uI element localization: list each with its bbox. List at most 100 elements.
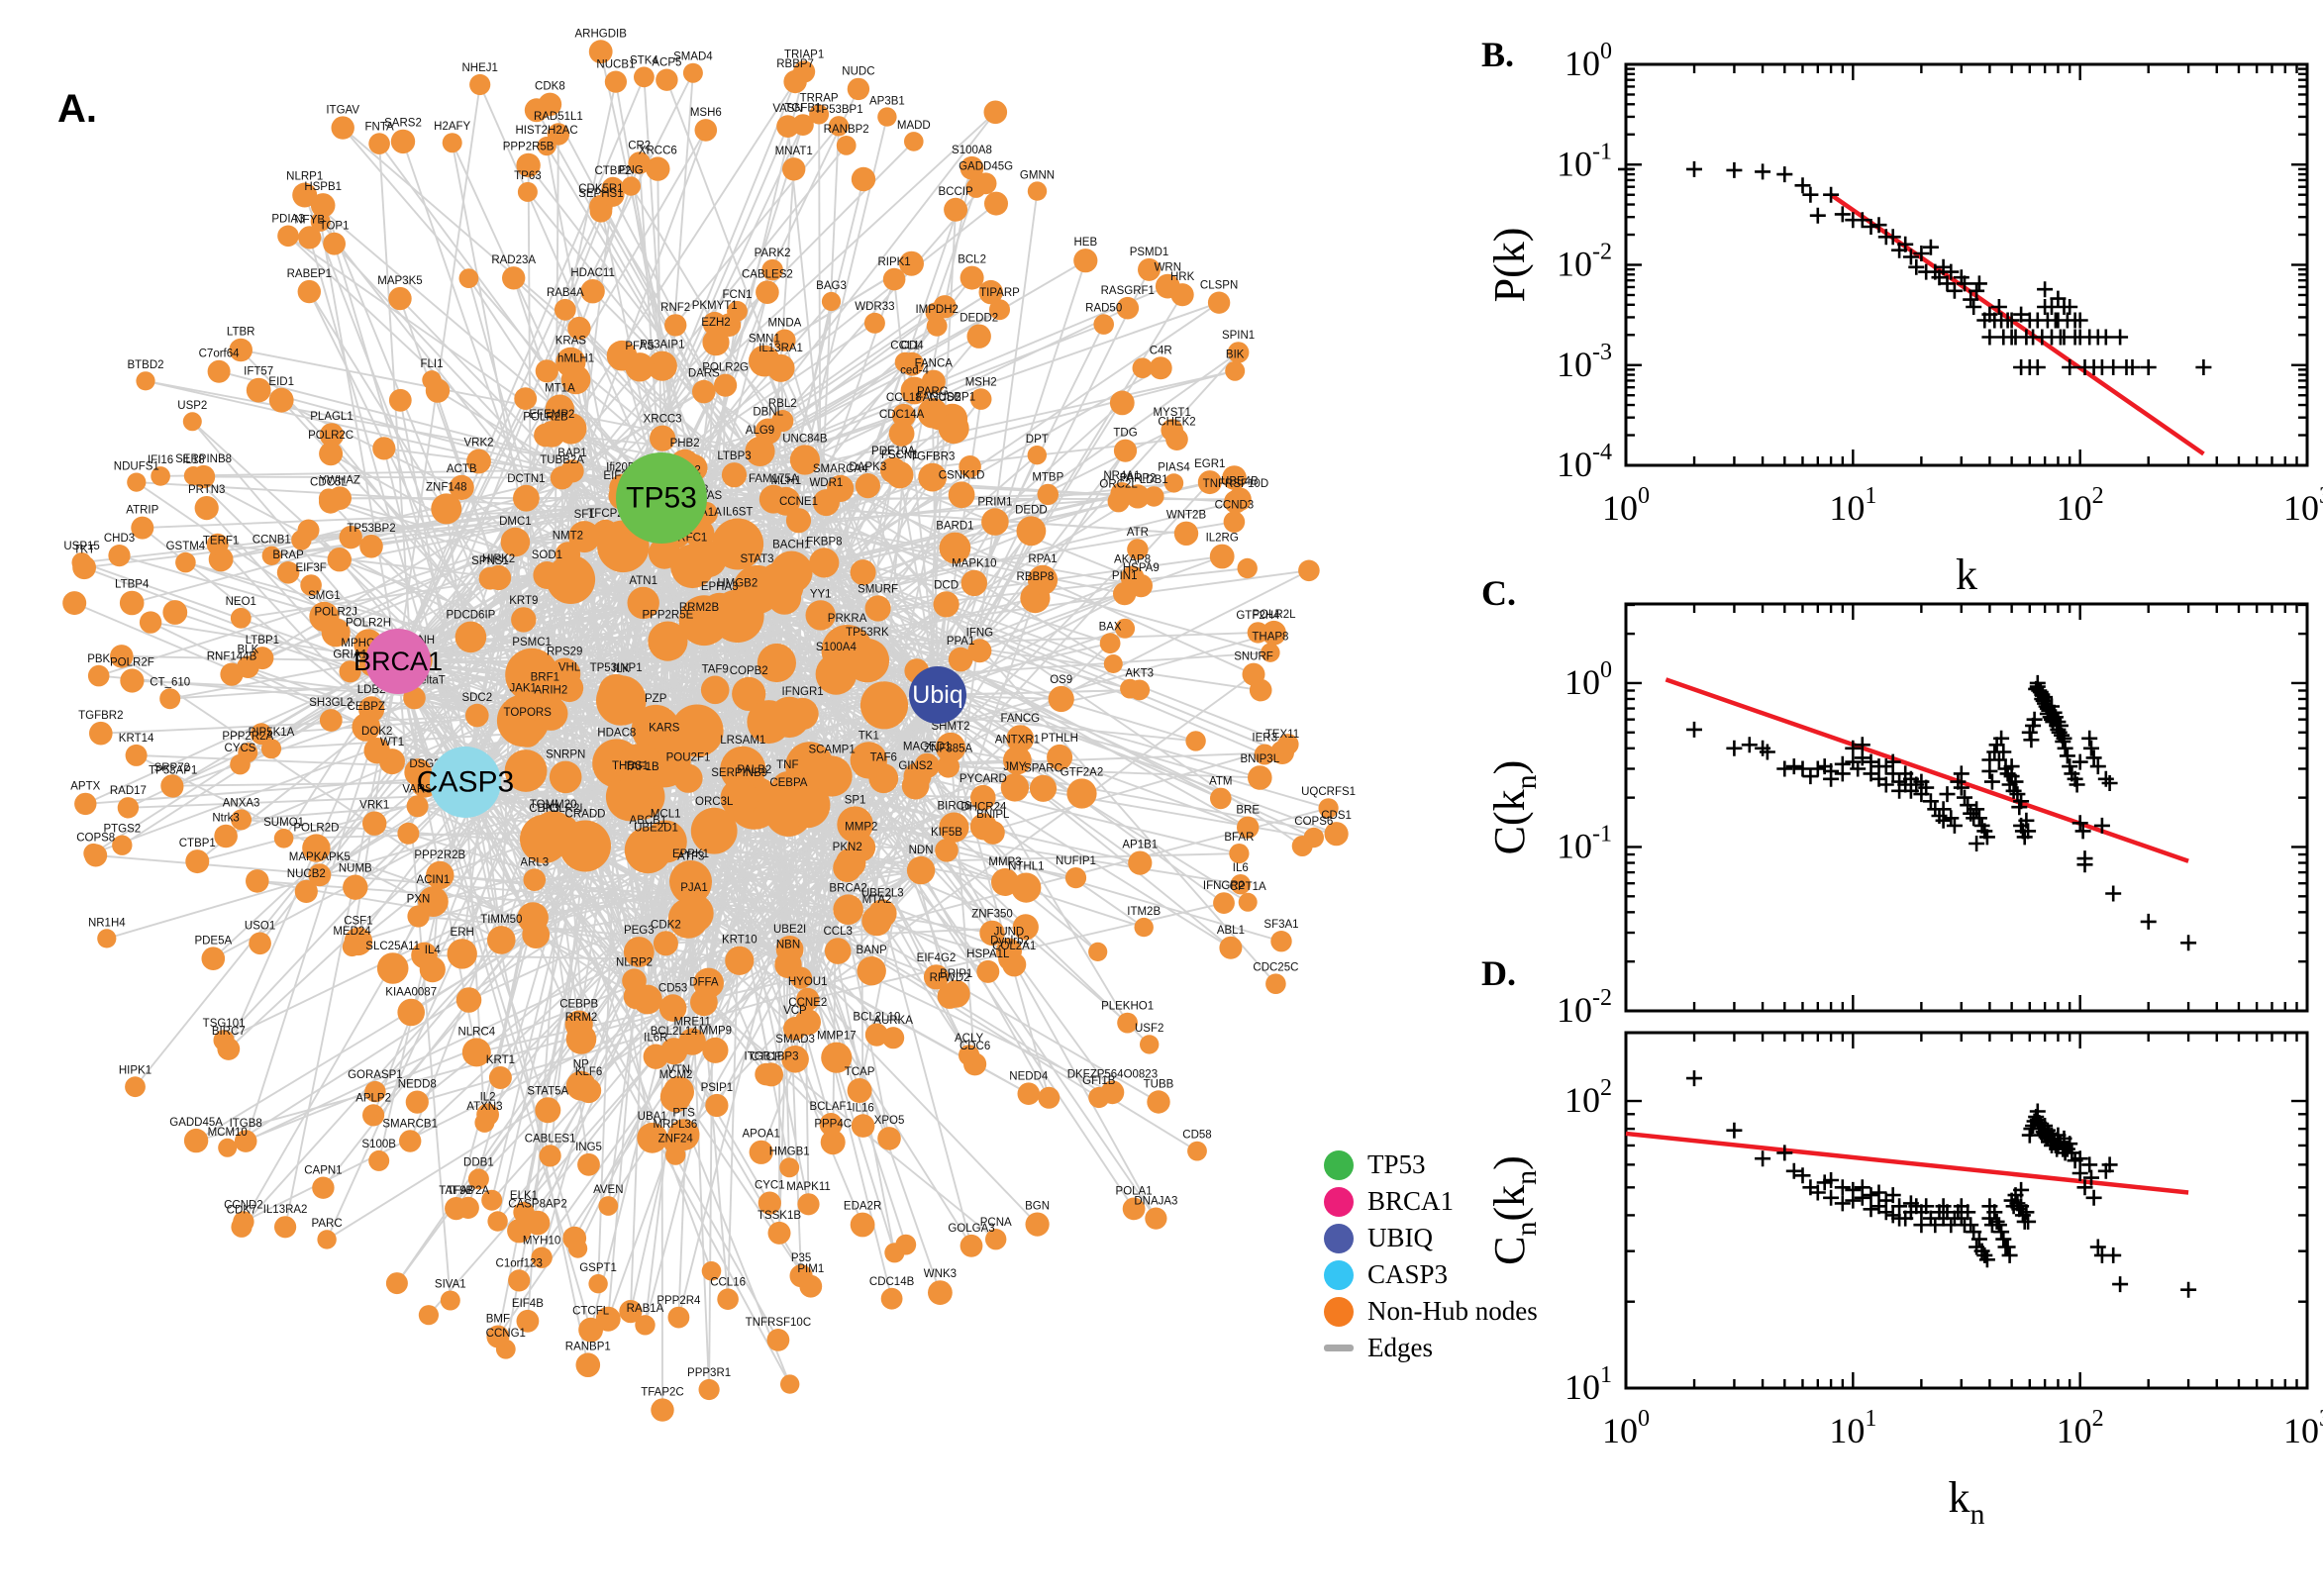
svg-text:DSG3: DSG3 — [409, 758, 440, 770]
svg-text:hMLH1: hMLH1 — [557, 353, 594, 365]
svg-text:MAP3K5: MAP3K5 — [377, 275, 422, 287]
svg-text:BGN: BGN — [1025, 1201, 1050, 1213]
svg-text:CD53: CD53 — [658, 982, 687, 994]
svg-text:TP63: TP63 — [514, 170, 542, 182]
svg-text:CRADD: CRADD — [565, 809, 606, 821]
svg-text:PDE10A: PDE10A — [871, 446, 915, 457]
svg-text:CAPN1: CAPN1 — [304, 1165, 342, 1177]
svg-text:10-4: 10-4 — [1557, 440, 1612, 484]
svg-text:TRRAP: TRRAP — [800, 93, 839, 105]
svg-text:102: 102 — [2057, 1406, 2104, 1450]
node-swatch-icon — [1324, 1296, 1354, 1327]
svg-text:10-1: 10-1 — [1557, 821, 1612, 865]
scatter-points — [1686, 1070, 2197, 1298]
svg-text:BRAP: BRAP — [272, 549, 304, 561]
legend-item-non-hub-nodes: Non-Hub nodes — [1324, 1293, 1538, 1330]
svg-text:NHEJ1: NHEJ1 — [461, 62, 497, 74]
svg-text:S100B: S100B — [361, 1139, 396, 1150]
svg-text:TFAP2C: TFAP2C — [641, 1386, 683, 1398]
svg-text:PPP4C: PPP4C — [814, 1118, 852, 1130]
svg-text:NFYB: NFYB — [294, 214, 325, 226]
svg-text:BNIP3L: BNIP3L — [1240, 753, 1279, 765]
svg-text:Ubiq: Ubiq — [912, 681, 962, 709]
svg-text:XRCC3: XRCC3 — [644, 414, 682, 426]
svg-text:CDC14A: CDC14A — [879, 409, 925, 421]
svg-text:EIF4G2: EIF4G2 — [917, 952, 957, 964]
svg-text:AVEN: AVEN — [593, 1184, 623, 1196]
svg-text:NUCB2: NUCB2 — [287, 868, 326, 880]
svg-text:LDB1: LDB1 — [1140, 474, 1168, 486]
svg-text:COL2A1: COL2A1 — [992, 941, 1036, 952]
svg-text:TAF9B: TAF9B — [439, 1185, 473, 1197]
svg-text:TSG101: TSG101 — [203, 1018, 246, 1030]
svg-text:TOP1: TOP1 — [320, 221, 350, 233]
svg-text:IFNGR1: IFNGR1 — [782, 686, 824, 698]
svg-text:CDK8: CDK8 — [535, 81, 565, 93]
svg-text:TSSK1B: TSSK1B — [758, 1210, 801, 1222]
svg-text:TP53AP1: TP53AP1 — [149, 764, 197, 776]
svg-text:ANXA3: ANXA3 — [223, 797, 260, 809]
svg-text:MSH6: MSH6 — [690, 107, 722, 119]
svg-text:ACLY: ACLY — [955, 1033, 984, 1045]
svg-text:TEX11: TEX11 — [1265, 729, 1299, 741]
svg-text:IL6R: IL6R — [644, 1033, 667, 1045]
svg-text:CASP8AP2: CASP8AP2 — [508, 1199, 566, 1211]
svg-text:100: 100 — [1602, 483, 1650, 528]
svg-text:ATR: ATR — [1127, 527, 1149, 539]
svg-text:PBK: PBK — [87, 653, 110, 665]
svg-text:101: 101 — [1829, 483, 1876, 528]
svg-text:BRCA1: BRCA1 — [354, 647, 443, 676]
svg-text:CEBPA: CEBPA — [769, 777, 807, 789]
svg-text:SH3GL2: SH3GL2 — [309, 697, 353, 709]
svg-text:GINS2: GINS2 — [898, 760, 933, 772]
svg-text:PARC: PARC — [312, 1218, 343, 1230]
svg-text:DEDD2: DEDD2 — [960, 312, 998, 324]
svg-text:TIPARP: TIPARP — [979, 287, 1020, 299]
svg-text:TRIAP1: TRIAP1 — [784, 49, 824, 60]
svg-text:IFNG: IFNG — [966, 627, 994, 639]
legend-item-casp3: CASP3 — [1324, 1256, 1538, 1293]
svg-text:RNF144B: RNF144B — [207, 651, 257, 663]
svg-text:HIPK1: HIPK1 — [119, 1064, 152, 1076]
svg-text:ABL1: ABL1 — [1217, 925, 1245, 937]
svg-text:THBS1: THBS1 — [612, 760, 649, 772]
svg-text:CCNG1: CCNG1 — [486, 1328, 526, 1340]
svg-text:HSPA1L: HSPA1L — [966, 948, 1010, 960]
svg-text:CABLES1: CABLES1 — [525, 1133, 576, 1145]
svg-text:PALB2: PALB2 — [737, 764, 771, 776]
svg-text:MRPL36: MRPL36 — [654, 1119, 698, 1131]
svg-text:KRAS: KRAS — [556, 336, 587, 348]
svg-text:TGFB1: TGFB1 — [784, 102, 821, 114]
svg-text:WNK3: WNK3 — [924, 1268, 957, 1280]
svg-text:ACP5: ACP5 — [652, 57, 681, 69]
svg-text:ZNF148: ZNF148 — [426, 481, 467, 493]
svg-text:COPB2: COPB2 — [730, 665, 768, 677]
svg-text:CD4: CD4 — [901, 341, 925, 352]
svg-text:IL13RA2: IL13RA2 — [263, 1204, 308, 1216]
svg-text:BAP1: BAP1 — [557, 448, 586, 459]
svg-text:UBE2D1: UBE2D1 — [634, 822, 678, 834]
svg-text:RNF2: RNF2 — [660, 302, 690, 314]
svg-text:HIST2H2AC: HIST2H2AC — [515, 125, 577, 137]
svg-text:STK4: STK4 — [630, 54, 658, 66]
svg-text:XPO5: XPO5 — [874, 1115, 905, 1127]
svg-text:PARP2: PARP2 — [1120, 472, 1157, 484]
scatter-points — [1618, 160, 2212, 375]
svg-text:KRT1: KRT1 — [486, 1054, 515, 1066]
svg-text:MRE11: MRE11 — [673, 1016, 711, 1028]
svg-text:ELK1: ELK1 — [510, 1190, 538, 1202]
svg-text:CEBPZ: CEBPZ — [348, 701, 385, 713]
svg-text:100: 100 — [1565, 657, 1612, 702]
svg-text:SMARCA4: SMARCA4 — [813, 463, 868, 475]
svg-text:CCL3: CCL3 — [823, 926, 852, 938]
svg-text:CDK7: CDK7 — [227, 1205, 257, 1217]
network-legend: TP53 BRCA1 UBIQ CASP3 Non-Hub nodes Edges — [1324, 1147, 1538, 1366]
svg-text:PRKRA: PRKRA — [828, 613, 867, 625]
svg-text:TGFBR2: TGFBR2 — [78, 710, 123, 722]
svg-text:CTBP1: CTBP1 — [179, 838, 216, 849]
svg-text:VRK2: VRK2 — [463, 438, 493, 449]
svg-text:CEBPB: CEBPB — [559, 999, 598, 1011]
svg-text:SEPHS1: SEPHS1 — [578, 188, 623, 200]
svg-text:LTBR: LTBR — [227, 327, 255, 339]
svg-text:FANCG: FANCG — [1000, 713, 1040, 725]
